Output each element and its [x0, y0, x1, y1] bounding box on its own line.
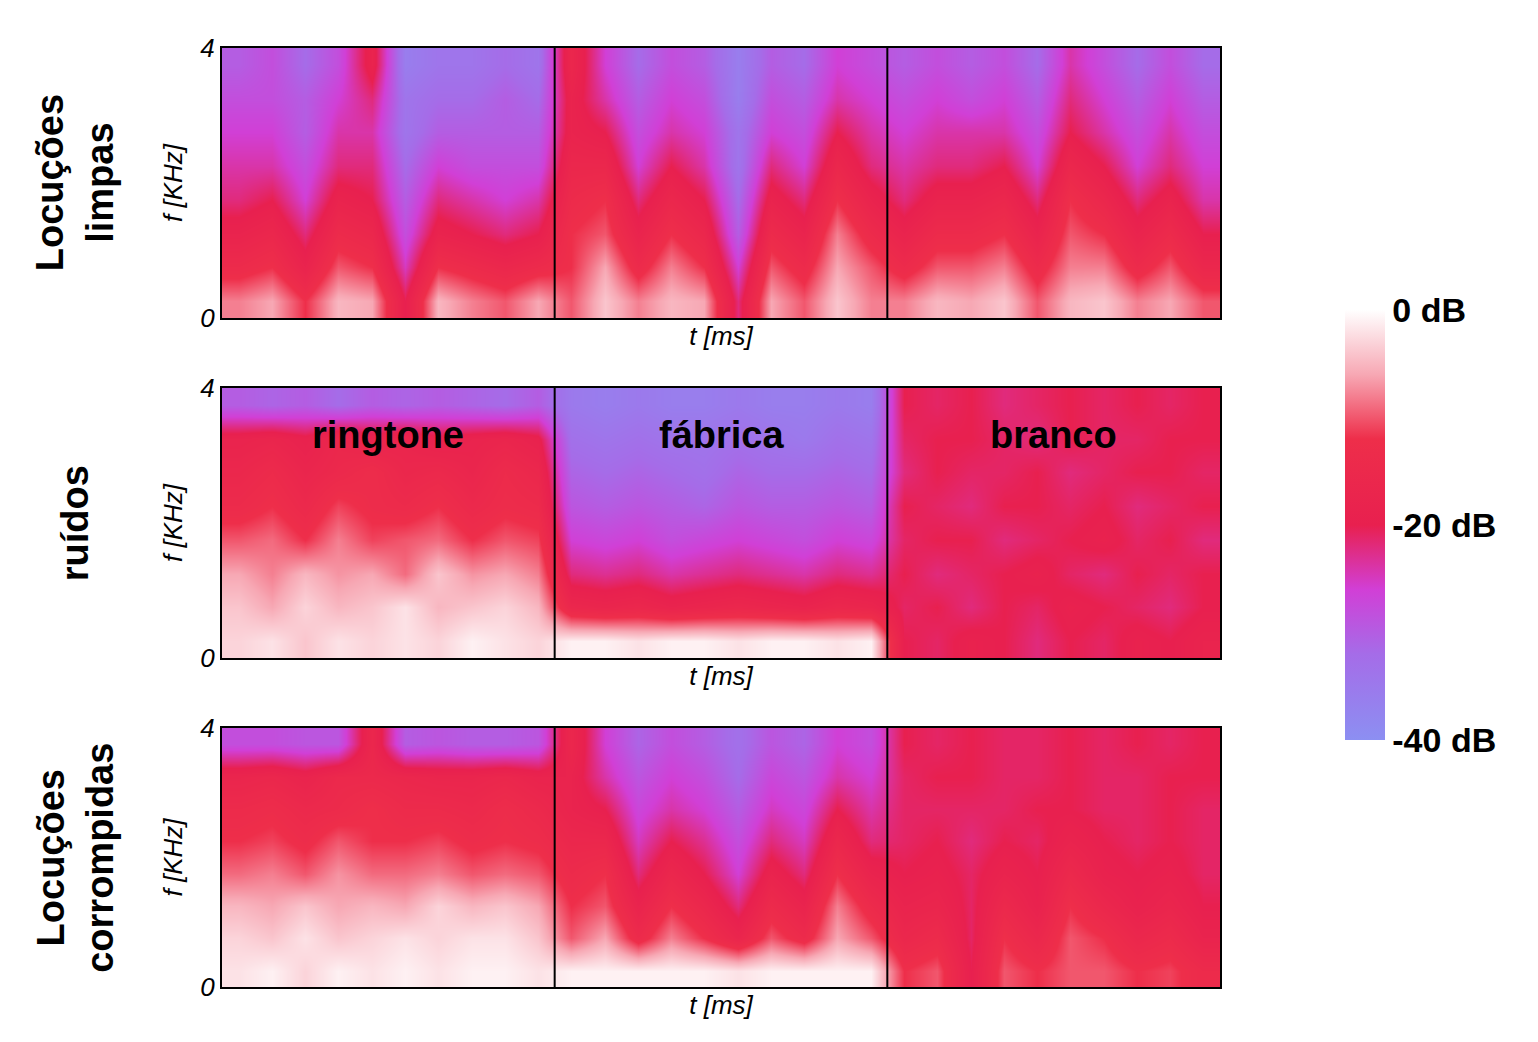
svg-text:t [ms]: t [ms]	[689, 321, 753, 351]
svg-text:t [ms]: t [ms]	[689, 990, 753, 1020]
svg-text:4: 4	[200, 713, 214, 743]
svg-text:0: 0	[200, 972, 215, 1002]
svg-text:f [KHz]: f [KHz]	[158, 483, 188, 562]
svg-text:branco: branco	[990, 414, 1117, 456]
svg-text:0 dB: 0 dB	[1392, 291, 1466, 329]
svg-text:0: 0	[200, 643, 215, 673]
svg-text:ruídos: ruídos	[54, 465, 96, 581]
svg-text:-20 dB: -20 dB	[1392, 506, 1496, 544]
svg-text:Locuçõeslimpas: Locuçõeslimpas	[29, 94, 120, 271]
svg-text:f [KHz]: f [KHz]	[158, 818, 188, 897]
svg-text:-40 dB: -40 dB	[1392, 721, 1496, 759]
svg-text:f [KHz]: f [KHz]	[158, 143, 188, 222]
svg-text:Locuçõescorrompidas: Locuçõescorrompidas	[30, 743, 121, 973]
svg-text:t [ms]: t [ms]	[689, 661, 753, 691]
svg-text:0: 0	[200, 303, 215, 333]
svg-text:ringtone: ringtone	[312, 414, 464, 456]
svg-text:4: 4	[200, 373, 214, 403]
svg-text:4: 4	[200, 33, 214, 63]
svg-text:fábrica: fábrica	[659, 414, 784, 456]
